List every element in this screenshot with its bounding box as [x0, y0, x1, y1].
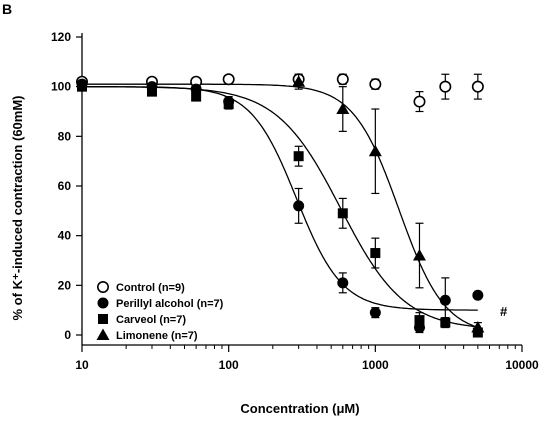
x-tick-label: 1000	[362, 358, 389, 372]
legend-marker	[96, 328, 110, 340]
legend-marker	[97, 297, 109, 309]
data-point	[337, 277, 349, 289]
data-points	[76, 73, 485, 338]
y-tick-label: 80	[58, 129, 72, 143]
data-point	[439, 80, 452, 93]
significance-annotation: #	[500, 304, 508, 319]
legend: Control (n=9) Perillyl alcohol (n=7) Carve…	[96, 280, 224, 342]
data-point	[439, 294, 451, 306]
data-point	[336, 102, 350, 115]
y-tick-label: 40	[58, 229, 72, 243]
x-tick-label: 100	[219, 358, 239, 372]
data-point	[293, 151, 304, 162]
data-point	[191, 91, 202, 102]
data-point	[337, 208, 348, 219]
data-point	[293, 200, 305, 212]
data-point	[369, 307, 381, 319]
series-group	[76, 78, 484, 334]
x-axis-title: Concentration (μM)	[240, 401, 359, 416]
y-tick-label: 100	[51, 80, 71, 94]
legend-marker	[97, 280, 110, 293]
y-axis-title: % of K⁺-induced contraction (60mM)	[10, 96, 25, 321]
data-point	[368, 144, 382, 157]
legend-label: Control (n=9)	[116, 282, 185, 294]
data-point	[369, 78, 382, 91]
y-tick-label: 60	[58, 179, 72, 193]
series-group	[292, 73, 485, 334]
data-point	[222, 73, 235, 86]
x-tick-label: 10000	[505, 358, 539, 372]
data-point	[77, 81, 87, 92]
axes: 0 20 40 60 80 100 120 10 100 1000 10000	[51, 30, 539, 372]
y-tick-label: 120	[51, 30, 71, 44]
x-tick-label: 10	[75, 358, 89, 372]
panel-label: B	[2, 1, 12, 17]
data-point	[146, 86, 157, 97]
legend-label: Carveol (n=7)	[116, 314, 186, 326]
data-point	[223, 99, 234, 110]
data-point	[440, 317, 451, 328]
legend-label: Perillyl alcohol (n=7)	[116, 298, 224, 310]
data-point	[472, 289, 484, 301]
data-point	[370, 248, 381, 259]
series-group	[76, 73, 484, 113]
data-point	[471, 80, 484, 93]
data-point	[336, 73, 349, 86]
legend-label: Limonene (n=7)	[116, 330, 198, 342]
y-tick-label: 20	[58, 278, 72, 292]
data-point	[471, 321, 485, 333]
legend-marker	[98, 314, 108, 324]
data-point	[412, 249, 426, 261]
data-point	[292, 75, 306, 87]
data-point	[413, 95, 426, 108]
fit-curve	[82, 86, 478, 311]
data-point	[414, 315, 425, 326]
y-tick-label: 0	[64, 328, 71, 342]
